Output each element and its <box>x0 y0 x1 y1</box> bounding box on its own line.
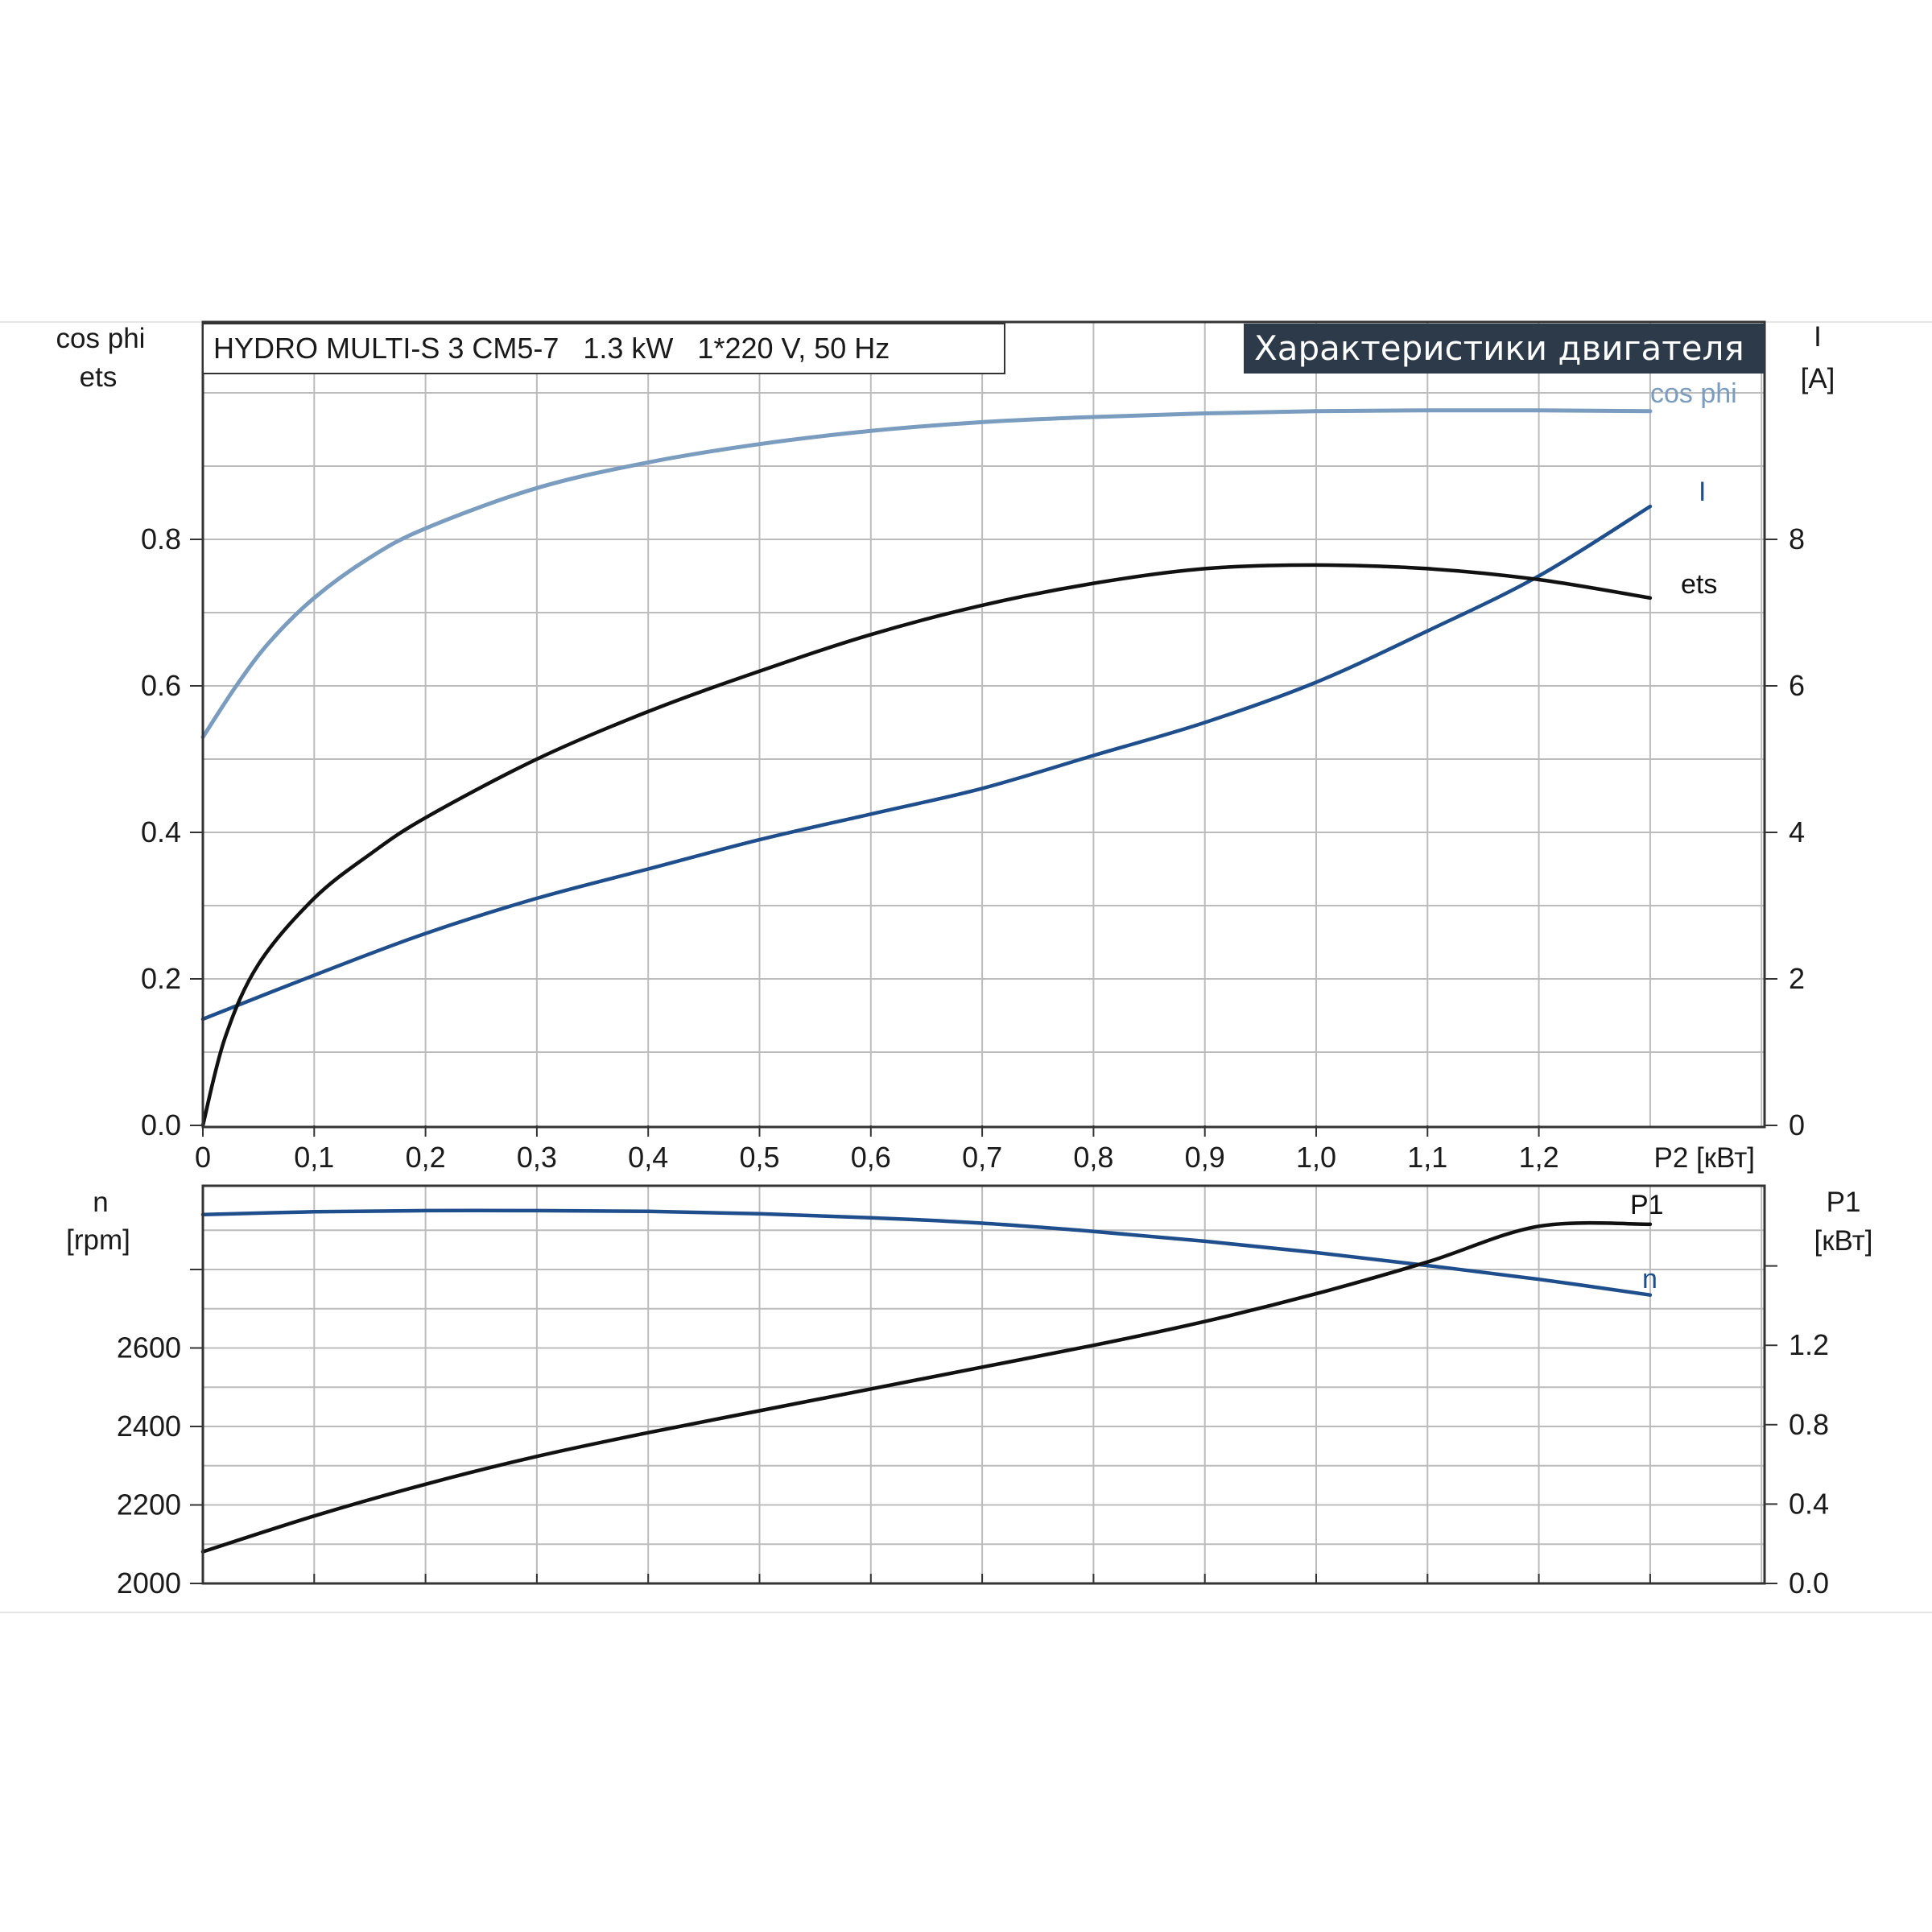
x-tick-label: 1,1 <box>1407 1141 1447 1174</box>
x-tick-label: 0,8 <box>1073 1141 1113 1174</box>
top-left-tick-label: 0.8 <box>141 522 181 555</box>
bottom-left-axis-label-bottom: [rpm] <box>66 1224 130 1256</box>
bottom-panel-frame <box>201 1184 1766 1585</box>
chart-title: HYDRO MULTI-S 3 CM5-7 1.3 kW 1*220 V, 50… <box>213 332 890 365</box>
top-panel-frame <box>201 320 1766 1129</box>
x-tick-label: 0,2 <box>406 1141 446 1174</box>
speed-curve <box>200 1208 1653 1297</box>
cos-phi-series-label: cos phi <box>1650 378 1737 409</box>
top-right-tick-label: 0 <box>1789 1108 1805 1141</box>
header-box <box>1244 324 1765 374</box>
top-panel-grid <box>203 322 1765 1127</box>
bottom-right-tick-label: 0.8 <box>1789 1408 1829 1441</box>
top-panel-ticks: 0 0,1 0,2 0,3 0,4 0,5 0,6 0,7 0,8 0,9 1,0 1,1 1,2 0.0… <box>141 522 1805 1174</box>
top-left-tick-label: 0.2 <box>141 962 181 995</box>
x-tick-label: 1,0 <box>1296 1141 1336 1174</box>
bottom-right-axis-label-top: P1 <box>1827 1187 1861 1218</box>
x-tick-label: 0 <box>195 1141 211 1174</box>
top-right-tick-label: 6 <box>1789 669 1805 702</box>
speed-series-label: n <box>1642 1264 1657 1294</box>
top-left-axis-label-top: cos phi <box>56 323 146 354</box>
p1-curve <box>200 1220 1653 1554</box>
chart-header: Характеристики двигателя <box>1254 328 1744 368</box>
x-tick-label: 0,7 <box>962 1141 1002 1174</box>
top-left-axis-label-bottom: ets <box>80 361 118 393</box>
x-tick-label: 0,5 <box>739 1141 779 1174</box>
top-panel-series <box>200 408 1653 1128</box>
top-left-tick-label: 0.0 <box>141 1108 181 1141</box>
current-series-label: I <box>1699 477 1706 507</box>
bottom-right-axis-label-bottom: [кВт] <box>1814 1225 1873 1257</box>
bottom-panel-ticks: 2000 2200 2400 2600 0.0 0.4 0.8 1.2 <box>117 1265 1829 1600</box>
bottom-left-tick-label: 2600 <box>117 1331 181 1364</box>
bottom-panel-series <box>200 1208 1653 1554</box>
top-left-tick-label: 0.6 <box>141 669 181 702</box>
bottom-left-tick-label: 2400 <box>117 1410 181 1443</box>
x-tick-label: 0,1 <box>294 1141 334 1174</box>
x-tick-label: 0,6 <box>851 1141 891 1174</box>
p1-series-label: P1 <box>1630 1190 1664 1220</box>
current-curve <box>200 504 1653 1022</box>
x-axis-label: P2 [кВт] <box>1653 1142 1755 1174</box>
bottom-right-tick-label: 0.4 <box>1789 1487 1829 1520</box>
x-tick-label: 0,3 <box>517 1141 557 1174</box>
top-right-tick-label: 4 <box>1789 815 1805 848</box>
bottom-panel-grid <box>203 1186 1765 1583</box>
title-box <box>202 323 1005 374</box>
x-tick-label: 0,9 <box>1185 1141 1225 1174</box>
top-left-tick-label: 0.4 <box>141 815 181 848</box>
top-right-tick-label: 2 <box>1789 962 1805 995</box>
x-tick-label: 0,4 <box>628 1141 668 1174</box>
cos-phi-curve <box>200 408 1653 740</box>
bottom-right-tick-label: 1.2 <box>1789 1328 1829 1361</box>
bottom-left-axis-label-top: n <box>93 1187 108 1218</box>
bottom-left-tick-label: 2200 <box>117 1488 181 1521</box>
top-right-tick-label: 8 <box>1789 522 1805 555</box>
ets-series-label: ets <box>1681 569 1717 600</box>
top-right-axis-label-bottom: [A] <box>1801 363 1835 394</box>
top-right-axis-label-top: I <box>1814 321 1822 353</box>
x-tick-label: 1,2 <box>1519 1141 1559 1174</box>
ets-curve <box>200 563 1653 1128</box>
bottom-left-tick-label: 2000 <box>117 1567 181 1600</box>
bottom-right-tick-label: 0.0 <box>1789 1567 1829 1600</box>
